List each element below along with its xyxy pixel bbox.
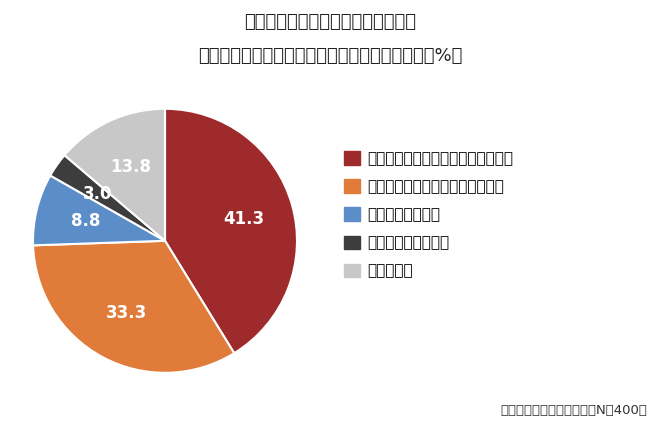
- Wedge shape: [50, 155, 165, 241]
- Text: 3.0: 3.0: [83, 185, 113, 203]
- Text: 33.3: 33.3: [106, 304, 147, 322]
- Wedge shape: [33, 175, 165, 246]
- Text: 育児・介護休業法の改正について、: 育児・介護休業法の改正について、: [244, 13, 416, 31]
- Text: 13.8: 13.8: [110, 157, 151, 175]
- Text: 8.8: 8.8: [71, 212, 100, 230]
- Legend: すでに法定以上の充実を図っている, 今後、法定以上の充実を図る予定, これから検討する, しばらく対応しない, わからない: すでに法定以上の充実を図っている, 今後、法定以上の充実を図る予定, これから検…: [345, 151, 513, 279]
- Wedge shape: [65, 109, 165, 241]
- Wedge shape: [165, 109, 297, 353]
- Wedge shape: [33, 241, 234, 373]
- Text: マンパワーグループ調べ（N＝400）: マンパワーグループ調べ（N＝400）: [500, 404, 647, 417]
- Text: 41.3: 41.3: [223, 209, 264, 227]
- Text: あなたの会社の対応について教えてください。（%）: あなたの会社の対応について教えてください。（%）: [198, 47, 462, 65]
